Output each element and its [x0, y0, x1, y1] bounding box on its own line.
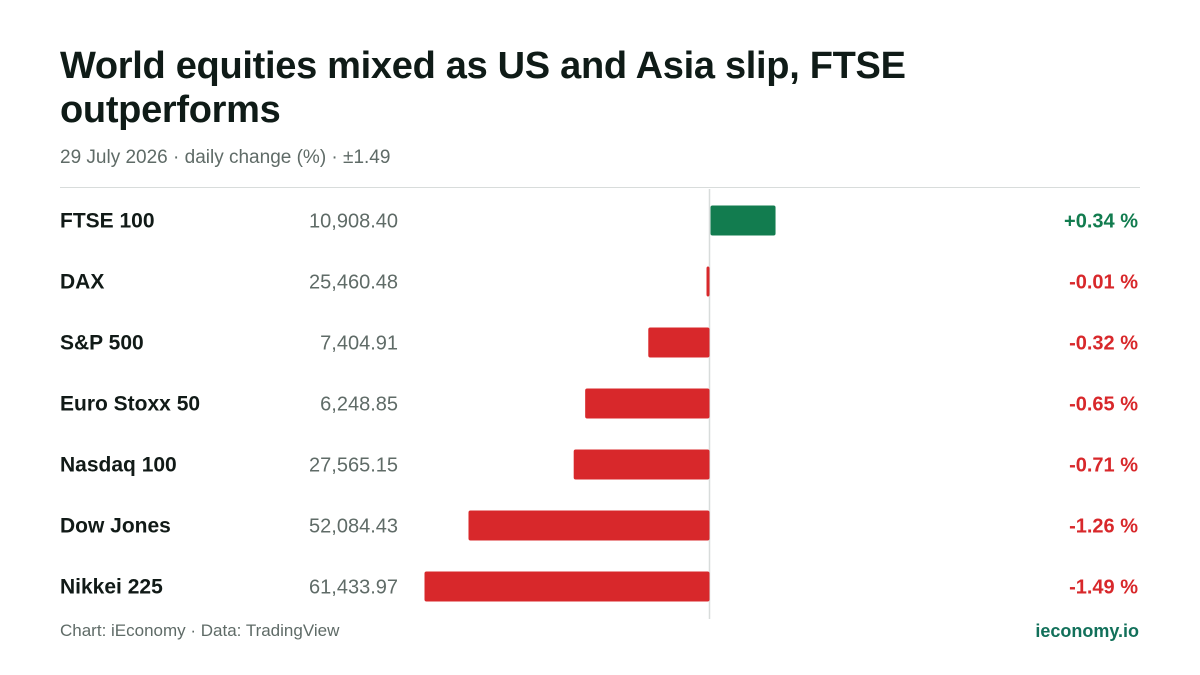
chart-title: World equities mixed as US and Asia slip… — [60, 45, 906, 131]
value-label: -1.26 % — [1069, 516, 1138, 538]
index-level: 7,404.91 — [320, 333, 398, 355]
index-level: 61,433.97 — [309, 577, 398, 599]
bar — [424, 571, 710, 602]
category-label: Dow Jones — [60, 515, 171, 538]
category-label: S&P 500 — [60, 332, 144, 355]
index-level: 27,565.15 — [309, 455, 398, 477]
index-level: 52,084.43 — [309, 516, 398, 538]
bar — [468, 510, 710, 541]
category-label: Nikkei 225 — [60, 576, 163, 599]
index-level: 25,460.48 — [309, 272, 398, 294]
bar — [573, 449, 710, 480]
value-label: -0.01 % — [1069, 272, 1138, 294]
value-label: +0.34 % — [1064, 211, 1138, 233]
value-label: -0.71 % — [1069, 455, 1138, 477]
index-level: 10,908.40 — [309, 211, 398, 233]
bar — [585, 388, 710, 419]
category-label: DAX — [60, 271, 104, 294]
category-label: Euro Stoxx 50 — [60, 393, 200, 416]
category-label: FTSE 100 — [60, 210, 155, 233]
category-label: Nasdaq 100 — [60, 454, 177, 477]
value-label: -0.32 % — [1069, 333, 1138, 355]
bar — [706, 266, 710, 297]
bar — [710, 205, 776, 236]
source-credit: Chart: iEconomy · Data: TradingView — [60, 621, 340, 640]
value-label: -0.65 % — [1069, 394, 1138, 416]
bar — [648, 327, 710, 358]
header-divider — [60, 187, 1140, 188]
index-level: 6,248.85 — [320, 394, 398, 416]
brand-link[interactable]: ieconomy.io — [1035, 621, 1139, 641]
value-label: -1.49 % — [1069, 577, 1138, 599]
chart-subtitle: 29 July 2026 · daily change (%) · ±1.49 — [60, 147, 391, 168]
